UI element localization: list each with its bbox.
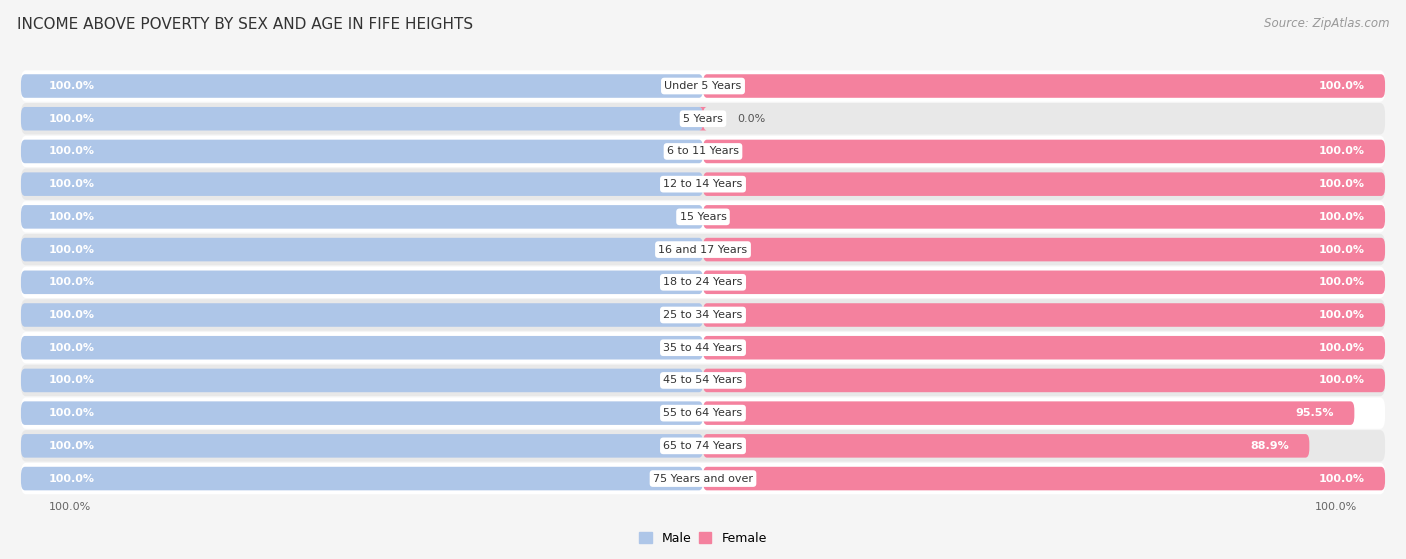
FancyBboxPatch shape: [703, 368, 1385, 392]
FancyBboxPatch shape: [703, 238, 1385, 262]
Text: 6 to 11 Years: 6 to 11 Years: [666, 146, 740, 157]
Text: 100.0%: 100.0%: [1319, 212, 1364, 222]
Text: 100.0%: 100.0%: [48, 81, 94, 91]
Text: 25 to 34 Years: 25 to 34 Years: [664, 310, 742, 320]
Text: Under 5 Years: Under 5 Years: [665, 81, 741, 91]
Text: 100.0%: 100.0%: [1319, 310, 1364, 320]
FancyBboxPatch shape: [21, 368, 703, 392]
FancyBboxPatch shape: [21, 364, 1385, 396]
Text: 0.0%: 0.0%: [738, 113, 766, 124]
FancyBboxPatch shape: [699, 107, 707, 130]
FancyBboxPatch shape: [703, 205, 1385, 229]
Text: 18 to 24 Years: 18 to 24 Years: [664, 277, 742, 287]
Text: 100.0%: 100.0%: [48, 277, 94, 287]
Text: 100.0%: 100.0%: [48, 473, 94, 484]
FancyBboxPatch shape: [21, 74, 703, 98]
FancyBboxPatch shape: [21, 336, 703, 359]
Text: 100.0%: 100.0%: [48, 502, 91, 512]
Text: 100.0%: 100.0%: [1319, 277, 1364, 287]
FancyBboxPatch shape: [21, 234, 1385, 266]
Text: 100.0%: 100.0%: [48, 310, 94, 320]
FancyBboxPatch shape: [21, 397, 1385, 429]
FancyBboxPatch shape: [21, 107, 703, 130]
FancyBboxPatch shape: [703, 467, 1385, 490]
FancyBboxPatch shape: [703, 271, 1385, 294]
FancyBboxPatch shape: [21, 271, 703, 294]
FancyBboxPatch shape: [703, 336, 1385, 359]
FancyBboxPatch shape: [21, 70, 1385, 102]
Text: 100.0%: 100.0%: [48, 179, 94, 189]
FancyBboxPatch shape: [21, 168, 1385, 200]
FancyBboxPatch shape: [21, 303, 703, 327]
Text: 100.0%: 100.0%: [48, 146, 94, 157]
FancyBboxPatch shape: [703, 401, 1354, 425]
Text: 100.0%: 100.0%: [48, 113, 94, 124]
FancyBboxPatch shape: [21, 430, 1385, 462]
FancyBboxPatch shape: [21, 401, 703, 425]
Text: 45 to 54 Years: 45 to 54 Years: [664, 376, 742, 386]
Text: Source: ZipAtlas.com: Source: ZipAtlas.com: [1264, 17, 1389, 30]
Text: 100.0%: 100.0%: [48, 376, 94, 386]
Text: 100.0%: 100.0%: [1319, 376, 1364, 386]
FancyBboxPatch shape: [703, 140, 1385, 163]
Text: 16 and 17 Years: 16 and 17 Years: [658, 245, 748, 254]
FancyBboxPatch shape: [21, 332, 1385, 363]
FancyBboxPatch shape: [703, 74, 1385, 98]
Text: 100.0%: 100.0%: [48, 245, 94, 254]
Text: 65 to 74 Years: 65 to 74 Years: [664, 441, 742, 451]
Text: 100.0%: 100.0%: [48, 212, 94, 222]
Text: 100.0%: 100.0%: [1319, 81, 1364, 91]
FancyBboxPatch shape: [21, 103, 1385, 134]
FancyBboxPatch shape: [703, 434, 1309, 458]
FancyBboxPatch shape: [21, 299, 1385, 331]
FancyBboxPatch shape: [703, 303, 1385, 327]
FancyBboxPatch shape: [21, 205, 703, 229]
Text: 88.9%: 88.9%: [1250, 441, 1289, 451]
Text: 100.0%: 100.0%: [1319, 146, 1364, 157]
FancyBboxPatch shape: [21, 136, 1385, 167]
Legend: Male, Female: Male, Female: [634, 527, 772, 550]
FancyBboxPatch shape: [21, 434, 703, 458]
Text: 100.0%: 100.0%: [1319, 343, 1364, 353]
Text: 100.0%: 100.0%: [48, 343, 94, 353]
Text: 12 to 14 Years: 12 to 14 Years: [664, 179, 742, 189]
Text: INCOME ABOVE POVERTY BY SEX AND AGE IN FIFE HEIGHTS: INCOME ABOVE POVERTY BY SEX AND AGE IN F…: [17, 17, 472, 32]
FancyBboxPatch shape: [703, 172, 1385, 196]
Text: 5 Years: 5 Years: [683, 113, 723, 124]
Text: 100.0%: 100.0%: [1319, 245, 1364, 254]
FancyBboxPatch shape: [21, 467, 703, 490]
FancyBboxPatch shape: [21, 238, 703, 262]
Text: 100.0%: 100.0%: [48, 441, 94, 451]
FancyBboxPatch shape: [21, 201, 1385, 233]
FancyBboxPatch shape: [21, 267, 1385, 298]
Text: 15 Years: 15 Years: [679, 212, 727, 222]
Text: 55 to 64 Years: 55 to 64 Years: [664, 408, 742, 418]
Text: 100.0%: 100.0%: [48, 408, 94, 418]
FancyBboxPatch shape: [21, 463, 1385, 494]
FancyBboxPatch shape: [21, 172, 703, 196]
FancyBboxPatch shape: [21, 140, 703, 163]
Text: 75 Years and over: 75 Years and over: [652, 473, 754, 484]
Text: 35 to 44 Years: 35 to 44 Years: [664, 343, 742, 353]
Text: 100.0%: 100.0%: [1315, 502, 1358, 512]
Text: 100.0%: 100.0%: [1319, 473, 1364, 484]
Text: 95.5%: 95.5%: [1295, 408, 1334, 418]
Text: 100.0%: 100.0%: [1319, 179, 1364, 189]
